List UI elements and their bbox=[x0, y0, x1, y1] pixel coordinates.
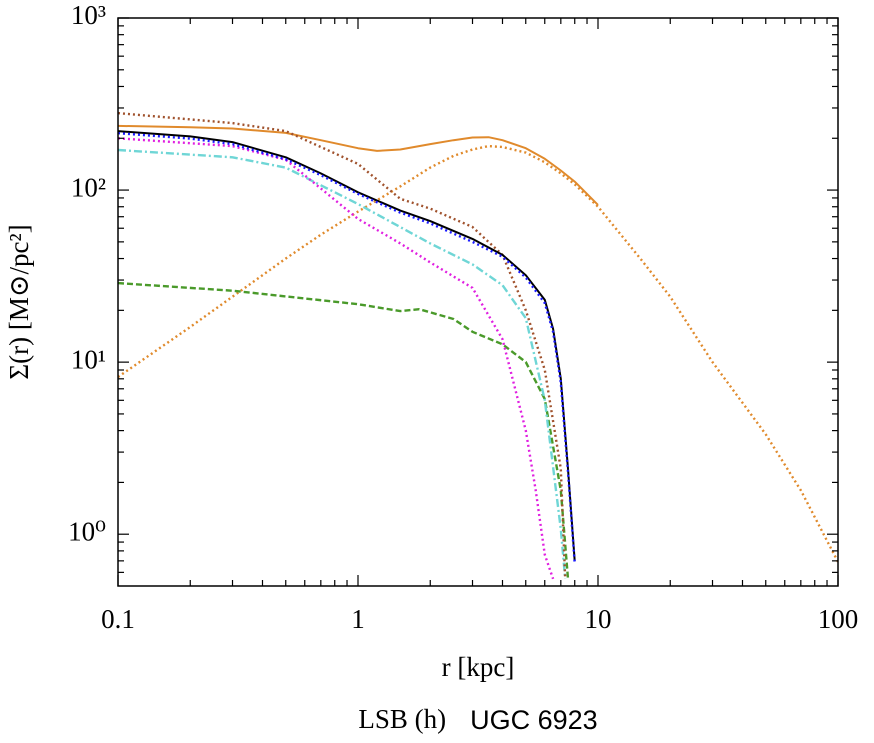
data-line bbox=[118, 132, 576, 564]
data-line bbox=[118, 281, 570, 579]
data-line bbox=[118, 144, 838, 563]
data-line bbox=[118, 124, 599, 206]
x-axis-label: r [kpc] bbox=[442, 652, 515, 682]
y-tick-label: 10³ bbox=[71, 0, 106, 30]
footer-galaxy: UGC 6923 bbox=[470, 705, 598, 735]
y-tick-label: 10¹ bbox=[71, 344, 106, 374]
x-tick-label: 100 bbox=[818, 604, 859, 634]
data-line bbox=[118, 111, 567, 579]
y-tick-label: 10⁰ bbox=[68, 516, 106, 546]
x-tick-label: 0.1 bbox=[101, 604, 135, 634]
x-tick-label: 1 bbox=[351, 604, 365, 634]
footer-sample: LSB (h) bbox=[358, 704, 446, 734]
data-line bbox=[118, 148, 567, 580]
plot-lines bbox=[118, 111, 838, 580]
y-axis-label: Σ(r) [M⊙/pc²] bbox=[4, 224, 34, 379]
footer: LSB (h) UGC 6923 bbox=[358, 704, 597, 735]
plot-frame bbox=[117, 17, 839, 587]
y-tick-label: 10² bbox=[71, 172, 106, 202]
x-tick-label: 10 bbox=[585, 604, 612, 634]
data-line bbox=[118, 130, 576, 561]
data-line bbox=[118, 137, 555, 580]
